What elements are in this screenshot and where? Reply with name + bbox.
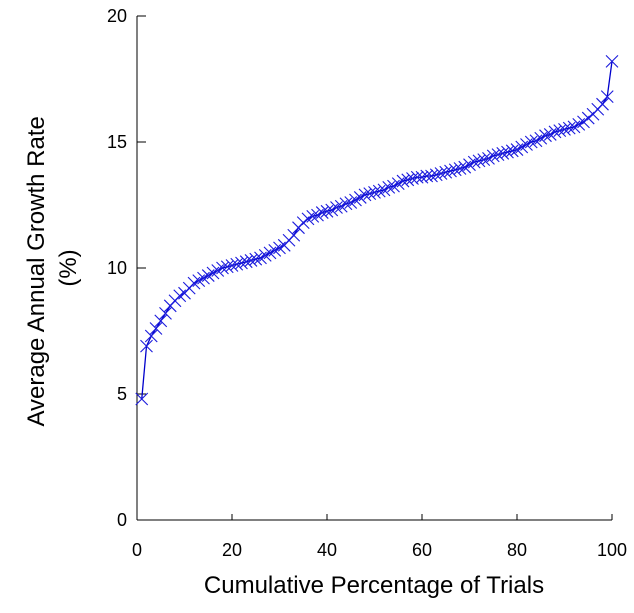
data-point-marker	[239, 255, 253, 269]
x-tick-label: 20	[222, 540, 242, 560]
data-point-marker	[572, 117, 586, 131]
data-point-marker	[539, 129, 552, 143]
y-axis-title: Average Annual Growth Rate (%)	[23, 109, 82, 426]
data-point-marker	[501, 145, 514, 159]
data-point-marker	[448, 163, 462, 177]
data-point-marker	[287, 228, 301, 242]
data-point-marker	[220, 260, 234, 274]
data-point-marker	[477, 153, 491, 167]
data-point-marker	[558, 123, 571, 136]
series-line	[141, 61, 613, 400]
data-point-marker	[562, 121, 576, 135]
data-point-marker	[548, 125, 562, 139]
y-tick-label: 15	[107, 132, 127, 152]
data-point-marker	[605, 54, 619, 68]
data-point-marker	[382, 180, 396, 194]
data-point-marker	[358, 188, 372, 202]
data-point-marker	[472, 154, 486, 168]
y-tick-label: 0	[117, 510, 127, 530]
data-point-marker	[425, 169, 438, 183]
data-point-marker	[463, 158, 476, 172]
data-point-marker	[244, 254, 258, 267]
data-point-marker	[524, 135, 538, 149]
data-point-marker	[553, 124, 567, 138]
data-point-marker	[368, 186, 381, 199]
data-point-marker	[434, 167, 448, 180]
data-point-marker	[235, 256, 248, 270]
data-point-marker	[396, 174, 410, 188]
data-point-marker	[330, 201, 343, 214]
x-tick-label: 80	[507, 540, 527, 560]
data-point-marker	[216, 261, 229, 275]
x-tick-label: 100	[597, 540, 627, 560]
data-point-marker	[149, 322, 163, 335]
data-point-marker	[496, 146, 510, 160]
data-point-marker	[140, 339, 153, 353]
data-point-marker	[444, 164, 457, 178]
y-axis-title-line-2: (%)	[55, 249, 82, 286]
data-point-marker	[467, 155, 481, 169]
data-point-marker	[249, 252, 263, 266]
data-point-marker	[339, 197, 353, 211]
data-point-marker	[453, 162, 467, 175]
data-point-marker	[320, 204, 334, 218]
y-axis-ticks: 0 5 10 15 20	[107, 6, 146, 530]
data-point-marker	[401, 173, 415, 187]
y-tick-label: 20	[107, 6, 127, 26]
data-point-marker	[429, 168, 443, 182]
y-axis-title-line-1: Average Annual Growth Rate	[23, 116, 50, 426]
data-point-marker	[315, 206, 329, 219]
data-point-marker	[173, 289, 187, 303]
data-point-marker	[534, 131, 548, 145]
plot-area	[135, 54, 619, 406]
data-point-marker	[491, 148, 505, 161]
data-point-marker	[363, 187, 377, 201]
data-point-marker	[154, 314, 168, 328]
x-tick-label: 60	[412, 540, 432, 560]
y-tick-label: 5	[117, 384, 127, 404]
data-point-marker	[159, 306, 172, 320]
data-point-marker	[225, 259, 239, 272]
x-axis-title: Cumulative Percentage of Trials	[204, 572, 544, 599]
data-point-marker	[505, 144, 519, 158]
data-point-marker	[486, 149, 500, 163]
data-point-marker	[439, 165, 453, 179]
data-point-marker	[391, 177, 405, 190]
x-tick-label: 40	[317, 540, 337, 560]
data-point-marker	[596, 97, 609, 111]
data-point-marker	[230, 257, 244, 271]
x-tick-label: 0	[132, 540, 142, 560]
data-point-marker	[306, 209, 320, 223]
data-point-marker	[135, 392, 149, 406]
data-point-marker	[600, 90, 614, 104]
y-tick-label: 10	[107, 258, 127, 278]
data-point-marker	[301, 212, 315, 226]
data-point-marker	[372, 184, 386, 198]
data-point-marker	[144, 329, 158, 343]
x-axis-ticks: 0 20 40 60 80 100	[132, 514, 627, 560]
